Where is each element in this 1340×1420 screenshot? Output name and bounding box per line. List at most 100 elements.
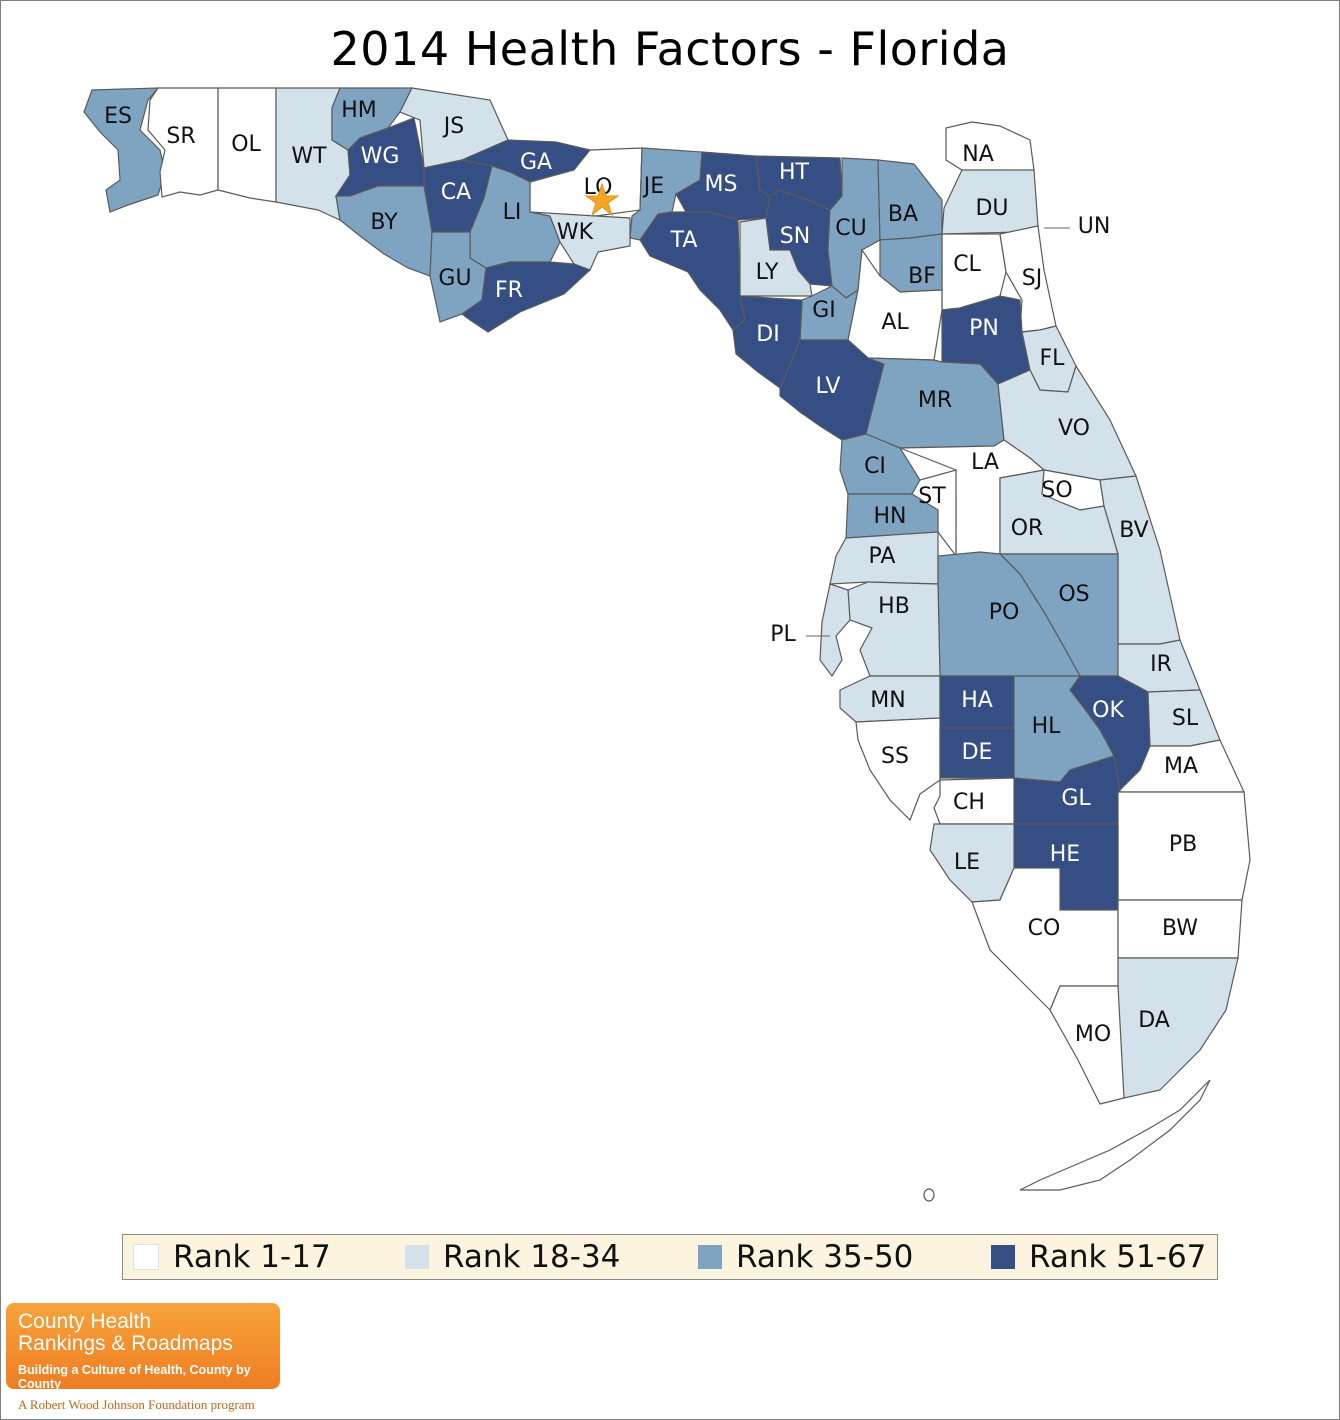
county-pl[interactable]	[819, 583, 851, 678]
county-label-he: HE	[1050, 842, 1080, 867]
county-label-wk: WK	[557, 220, 594, 245]
county-label-pa: PA	[869, 544, 896, 569]
county-label-al: AL	[881, 310, 909, 335]
county-label-gl: GL	[1061, 786, 1091, 811]
county-label-lv: LV	[816, 374, 841, 399]
legend-label: Rank 1-17	[173, 1239, 331, 1275]
county-ba[interactable]	[877, 159, 943, 241]
county-label-gi: GI	[812, 298, 836, 323]
county-label-sr: SR	[166, 124, 195, 149]
county-label-sl: SL	[1172, 706, 1199, 731]
legend-swatch	[405, 1245, 429, 1269]
county-wk[interactable]	[529, 211, 631, 271]
county-label-ms: MS	[705, 172, 738, 197]
star-icon	[584, 182, 620, 217]
county-label-st: ST	[918, 484, 946, 509]
county-ol[interactable]	[217, 87, 277, 203]
county-label-ba: BA	[888, 202, 918, 227]
county-label-ok: OK	[1092, 698, 1124, 723]
county-label-pb: PB	[1169, 832, 1197, 857]
legend-label: Rank 35-50	[736, 1239, 914, 1275]
legend-swatch	[698, 1245, 722, 1269]
county-label-mr: MR	[918, 388, 952, 413]
county-label-ta: TA	[670, 228, 698, 253]
county-label-js: JS	[442, 114, 464, 139]
legend-item-rank-1-17: Rank 1-17	[133, 1235, 331, 1279]
county-label-ht: HT	[779, 160, 810, 185]
county-label-hn: HN	[874, 504, 907, 529]
county-label-ma: MA	[1164, 754, 1198, 779]
county-label-le: LE	[954, 850, 980, 875]
county-label-je: JE	[642, 174, 664, 199]
chrr-logo: County Health Rankings & Roadmaps Buildi…	[6, 1303, 280, 1391]
county-label-so: SO	[1041, 478, 1072, 503]
logo-line1: County Health	[18, 1310, 152, 1333]
county-label-sj: SJ	[1022, 266, 1042, 291]
county-hn[interactable]	[845, 493, 939, 539]
county-lv[interactable]	[779, 339, 885, 441]
county-label-ch: CH	[953, 790, 985, 815]
county-label-di: DI	[756, 322, 779, 347]
county-di[interactable]	[732, 295, 803, 389]
county-label-mn: MN	[870, 688, 905, 713]
county-label-ss: SS	[881, 744, 909, 769]
legend-swatch	[133, 1244, 159, 1270]
county-label-or: OR	[1011, 516, 1044, 541]
county-label-hm: HM	[341, 98, 377, 123]
county-label-wt: WT	[291, 144, 327, 169]
county-label-bw: BW	[1162, 916, 1198, 941]
county-label-fr: FR	[495, 278, 523, 303]
county-mo[interactable]	[1049, 985, 1125, 1105]
legend-label: Rank 51-67	[1029, 1239, 1207, 1275]
legend-item-rank-35-50: Rank 35-50	[698, 1235, 913, 1279]
county-label-pn: PN	[969, 316, 999, 341]
legend-label: Rank 18-34	[443, 1239, 621, 1275]
county-label-ol: OL	[231, 132, 261, 157]
county-label-da: DA	[1138, 1008, 1170, 1033]
county-es[interactable]	[83, 87, 166, 213]
county-label-wg: WG	[361, 144, 400, 169]
county-label-ha: HA	[961, 688, 993, 713]
county-label-co: CO	[1028, 916, 1061, 941]
county-label-sn: SN	[780, 224, 810, 249]
county-label-ly: LY	[756, 260, 779, 285]
county-label-cl: CL	[953, 252, 981, 277]
county-label-gu: GU	[438, 266, 471, 291]
sponsor-line: A Robert Wood Johnson Foundation program	[18, 1397, 255, 1412]
legend-swatch	[991, 1245, 1015, 1269]
county-ss[interactable]	[855, 717, 941, 822]
county-label-es: ES	[104, 104, 132, 129]
county-label-bf: BF	[908, 264, 936, 289]
map-legend: Rank 1-17 Rank 18-34 Rank 35-50 Rank 51-…	[122, 1234, 1218, 1280]
county-label-pl: PL	[770, 622, 796, 647]
county-label-by: BY	[370, 210, 398, 235]
county-label-na: NA	[962, 142, 994, 167]
legend-item-rank-18-34: Rank 18-34	[405, 1235, 620, 1279]
county-label-la: LA	[971, 450, 999, 475]
county-label-ir: IR	[1150, 652, 1172, 677]
county-label-fl: FL	[1040, 346, 1066, 371]
logo-line2: Rankings & Roadmaps	[18, 1332, 233, 1355]
logo-tagline: Building a Culture of Health, County by …	[18, 1363, 251, 1391]
county-label-po: PO	[989, 600, 1020, 625]
county-fr[interactable]	[460, 261, 592, 333]
map-title: 2014 Health Factors - Florida	[330, 22, 1010, 76]
county-label-bv: BV	[1119, 518, 1148, 543]
county-label-os: OS	[1058, 582, 1089, 607]
county-da[interactable]	[1117, 957, 1239, 1099]
county-label-ci: CI	[864, 454, 886, 479]
county-label-vo: VO	[1058, 416, 1090, 441]
legend-item-rank-51-67: Rank 51-67	[991, 1235, 1206, 1279]
county-label-du: DU	[975, 196, 1008, 221]
county-label-hb: HB	[878, 594, 910, 619]
county-ly[interactable]	[739, 217, 813, 297]
county-label-de: DE	[962, 740, 993, 765]
county-label-ca: CA	[441, 180, 471, 205]
county-label-ga: GA	[520, 150, 552, 175]
county-label-cu: CU	[835, 216, 866, 241]
county-label-li: LI	[503, 200, 522, 225]
county-label-hl: HL	[1032, 714, 1062, 739]
county-label-mo: MO	[1075, 1022, 1111, 1047]
county-label-un: UN	[1078, 214, 1111, 239]
